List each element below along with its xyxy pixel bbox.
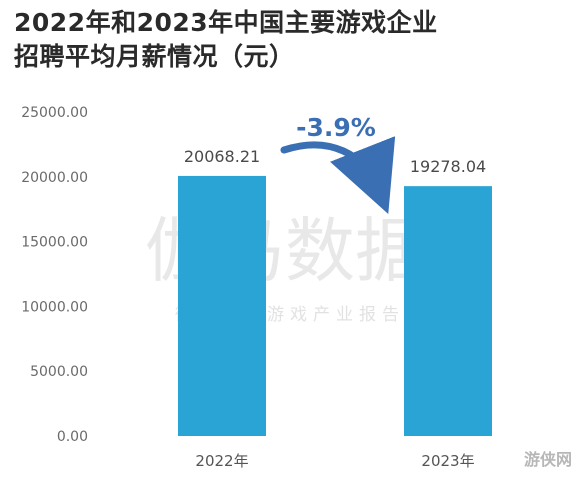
chart-title: 2022年和2023年中国主要游戏企业 招聘平均月薪情况（元）: [14, 6, 574, 74]
bar-value-label: 19278.04: [410, 157, 486, 176]
y-axis: 0.00 5000.00 10000.00 15000.00 20000.00 25000…: [21, 105, 88, 445]
y-tick-label: 5000.00: [30, 364, 88, 380]
change-annotation: -3.9%: [296, 113, 376, 142]
y-tick-label: 25000.00: [21, 105, 88, 121]
bar-value-label: 20068.21: [184, 147, 260, 166]
x-axis: 2022年 2023年: [195, 452, 474, 470]
bar: [178, 175, 266, 436]
bar: [404, 186, 492, 436]
x-tick-label: 2023年: [421, 452, 474, 470]
y-tick-label: 10000.00: [21, 299, 88, 315]
bars-group: [178, 175, 492, 436]
decrease-arrow-icon: [280, 136, 396, 215]
data-labels: 20068.21 19278.04: [184, 147, 486, 176]
chart-title-line-1: 2022年和2023年中国主要游戏企业: [14, 8, 438, 37]
y-tick-label: 15000.00: [21, 235, 88, 251]
y-tick-label: 20000.00: [21, 170, 88, 186]
chart-title-line-2: 招聘平均月薪情况（元）: [14, 42, 295, 71]
x-tick-label: 2022年: [195, 452, 248, 470]
y-tick-label: 0.00: [57, 429, 88, 445]
corner-logo: 游侠网: [523, 450, 572, 469]
